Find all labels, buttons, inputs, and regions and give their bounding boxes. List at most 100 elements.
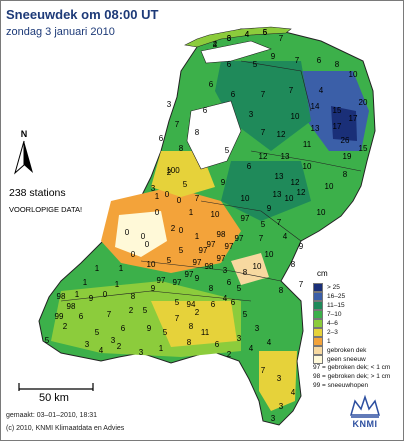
legend-item: 7–10 [313, 310, 401, 319]
north-label: N [20, 129, 28, 139]
station-value: 3 [151, 184, 156, 193]
stations-count: 238 stations [9, 187, 66, 199]
station-value: 3 [223, 266, 228, 275]
station-value: 10 [285, 194, 294, 203]
station-value: 99 [55, 312, 64, 321]
station-value: 3 [167, 100, 172, 109]
station-value: 2 [129, 306, 134, 315]
station-value: 98 [57, 292, 66, 301]
station-value: 13 [311, 124, 320, 133]
station-value: 9 [221, 178, 226, 187]
station-value: 5 [167, 256, 172, 265]
station-value: 97 [193, 258, 202, 267]
legend-label: geen sneeuw [327, 356, 366, 363]
station-value: 0 [125, 228, 130, 237]
station-value: 0 [141, 232, 146, 241]
station-value: 5 [237, 284, 242, 293]
station-value: 4 [249, 344, 254, 353]
station-value: 5 [95, 328, 100, 337]
station-value: 7 [107, 310, 112, 319]
station-value: 6 [79, 312, 84, 321]
station-value: 10 [253, 262, 262, 271]
station-value: 3 [277, 374, 282, 383]
legend-item: 11–15 [313, 301, 401, 310]
station-value: 12 [297, 188, 306, 197]
legend-note: 98 = gebroken dek; > 1 cm [313, 373, 391, 380]
legend-label: 1 [327, 338, 331, 345]
copyright: (c) 2010, KNMI Klimaatdata en Advies [6, 425, 125, 432]
legend-item: gebroken dek [313, 346, 401, 355]
legend-item: geen sneeuw [313, 355, 401, 364]
station-value: 9 [267, 204, 272, 213]
station-value: 8 [179, 144, 184, 153]
station-value: 12 [277, 130, 286, 139]
legend-item: 2–3 [313, 328, 401, 337]
station-value: 13 [281, 152, 290, 161]
station-value: 1 [95, 264, 100, 273]
station-value: 6 [209, 80, 214, 89]
station-value: 3 [271, 414, 276, 423]
region-11-15-center [221, 161, 311, 221]
station-value: 10 [303, 162, 312, 171]
legend-note: 97 = gebroken dek; < 1 cm [313, 364, 391, 371]
station-value: 3 [237, 334, 242, 343]
station-value: 12 [291, 178, 300, 187]
station-value: 0 [165, 190, 170, 199]
station-value: 2 [171, 224, 176, 233]
legend-swatch [313, 328, 323, 337]
station-value: 5 [253, 60, 258, 69]
station-value: 7 [295, 56, 300, 65]
station-value: 0 [145, 240, 150, 249]
station-value: 4 [245, 30, 250, 39]
station-value: 97 [185, 270, 194, 279]
station-value: 97 [235, 234, 244, 243]
station-value: 6 [227, 34, 232, 43]
station-value: 10 [325, 182, 334, 191]
station-value: 7 [277, 218, 282, 227]
station-value: 7 [279, 34, 284, 43]
scale-bar-line [18, 383, 94, 391]
station-value: 5 [175, 298, 180, 307]
wadden-water [200, 40, 272, 64]
legend-swatch [313, 301, 323, 310]
station-value: 4 [213, 40, 218, 49]
station-value: 7 [261, 128, 266, 137]
station-value: 6 [227, 60, 232, 69]
station-value: 8 [209, 284, 214, 293]
legend-item: 16–25 [313, 292, 401, 301]
station-value: 20 [359, 98, 368, 107]
preliminary-data-note: VOORLOPIGE DATA! [9, 205, 83, 214]
station-value: 7 [261, 90, 266, 99]
station-value: 97 [225, 242, 234, 251]
station-value: 9 [271, 52, 276, 61]
station-value: 1 [155, 192, 160, 201]
station-value: 3 [255, 324, 260, 333]
legend-label: 11–15 [327, 302, 345, 309]
station-value: 2 [195, 308, 200, 317]
station-value: 6 [247, 162, 252, 171]
station-value: 7 [175, 314, 180, 323]
region-2-3-limburg [259, 351, 297, 411]
region-no-snow [115, 211, 167, 257]
station-value: 6 [317, 56, 322, 65]
station-value: 7 [289, 86, 294, 95]
station-value: 9 [89, 294, 94, 303]
station-value: 7 [261, 366, 266, 375]
station-value: 6 [121, 324, 126, 333]
legend-swatch [313, 337, 323, 346]
north-arrow-icon [14, 140, 33, 175]
station-value: 3 [227, 34, 232, 43]
station-value: 4 [223, 294, 228, 303]
station-value: 97 [241, 214, 250, 223]
legend-swatch [313, 283, 323, 292]
station-value: 12 [259, 152, 268, 161]
station-value: 7 [299, 280, 304, 289]
station-value: 1 [115, 280, 120, 289]
station-value: 13 [273, 190, 282, 199]
station-value: 0 [177, 196, 182, 205]
station-value: 8 [279, 286, 284, 295]
station-value: 0 [179, 226, 184, 235]
north-arrow: N [13, 129, 41, 175]
station-value: 8 [335, 60, 340, 69]
